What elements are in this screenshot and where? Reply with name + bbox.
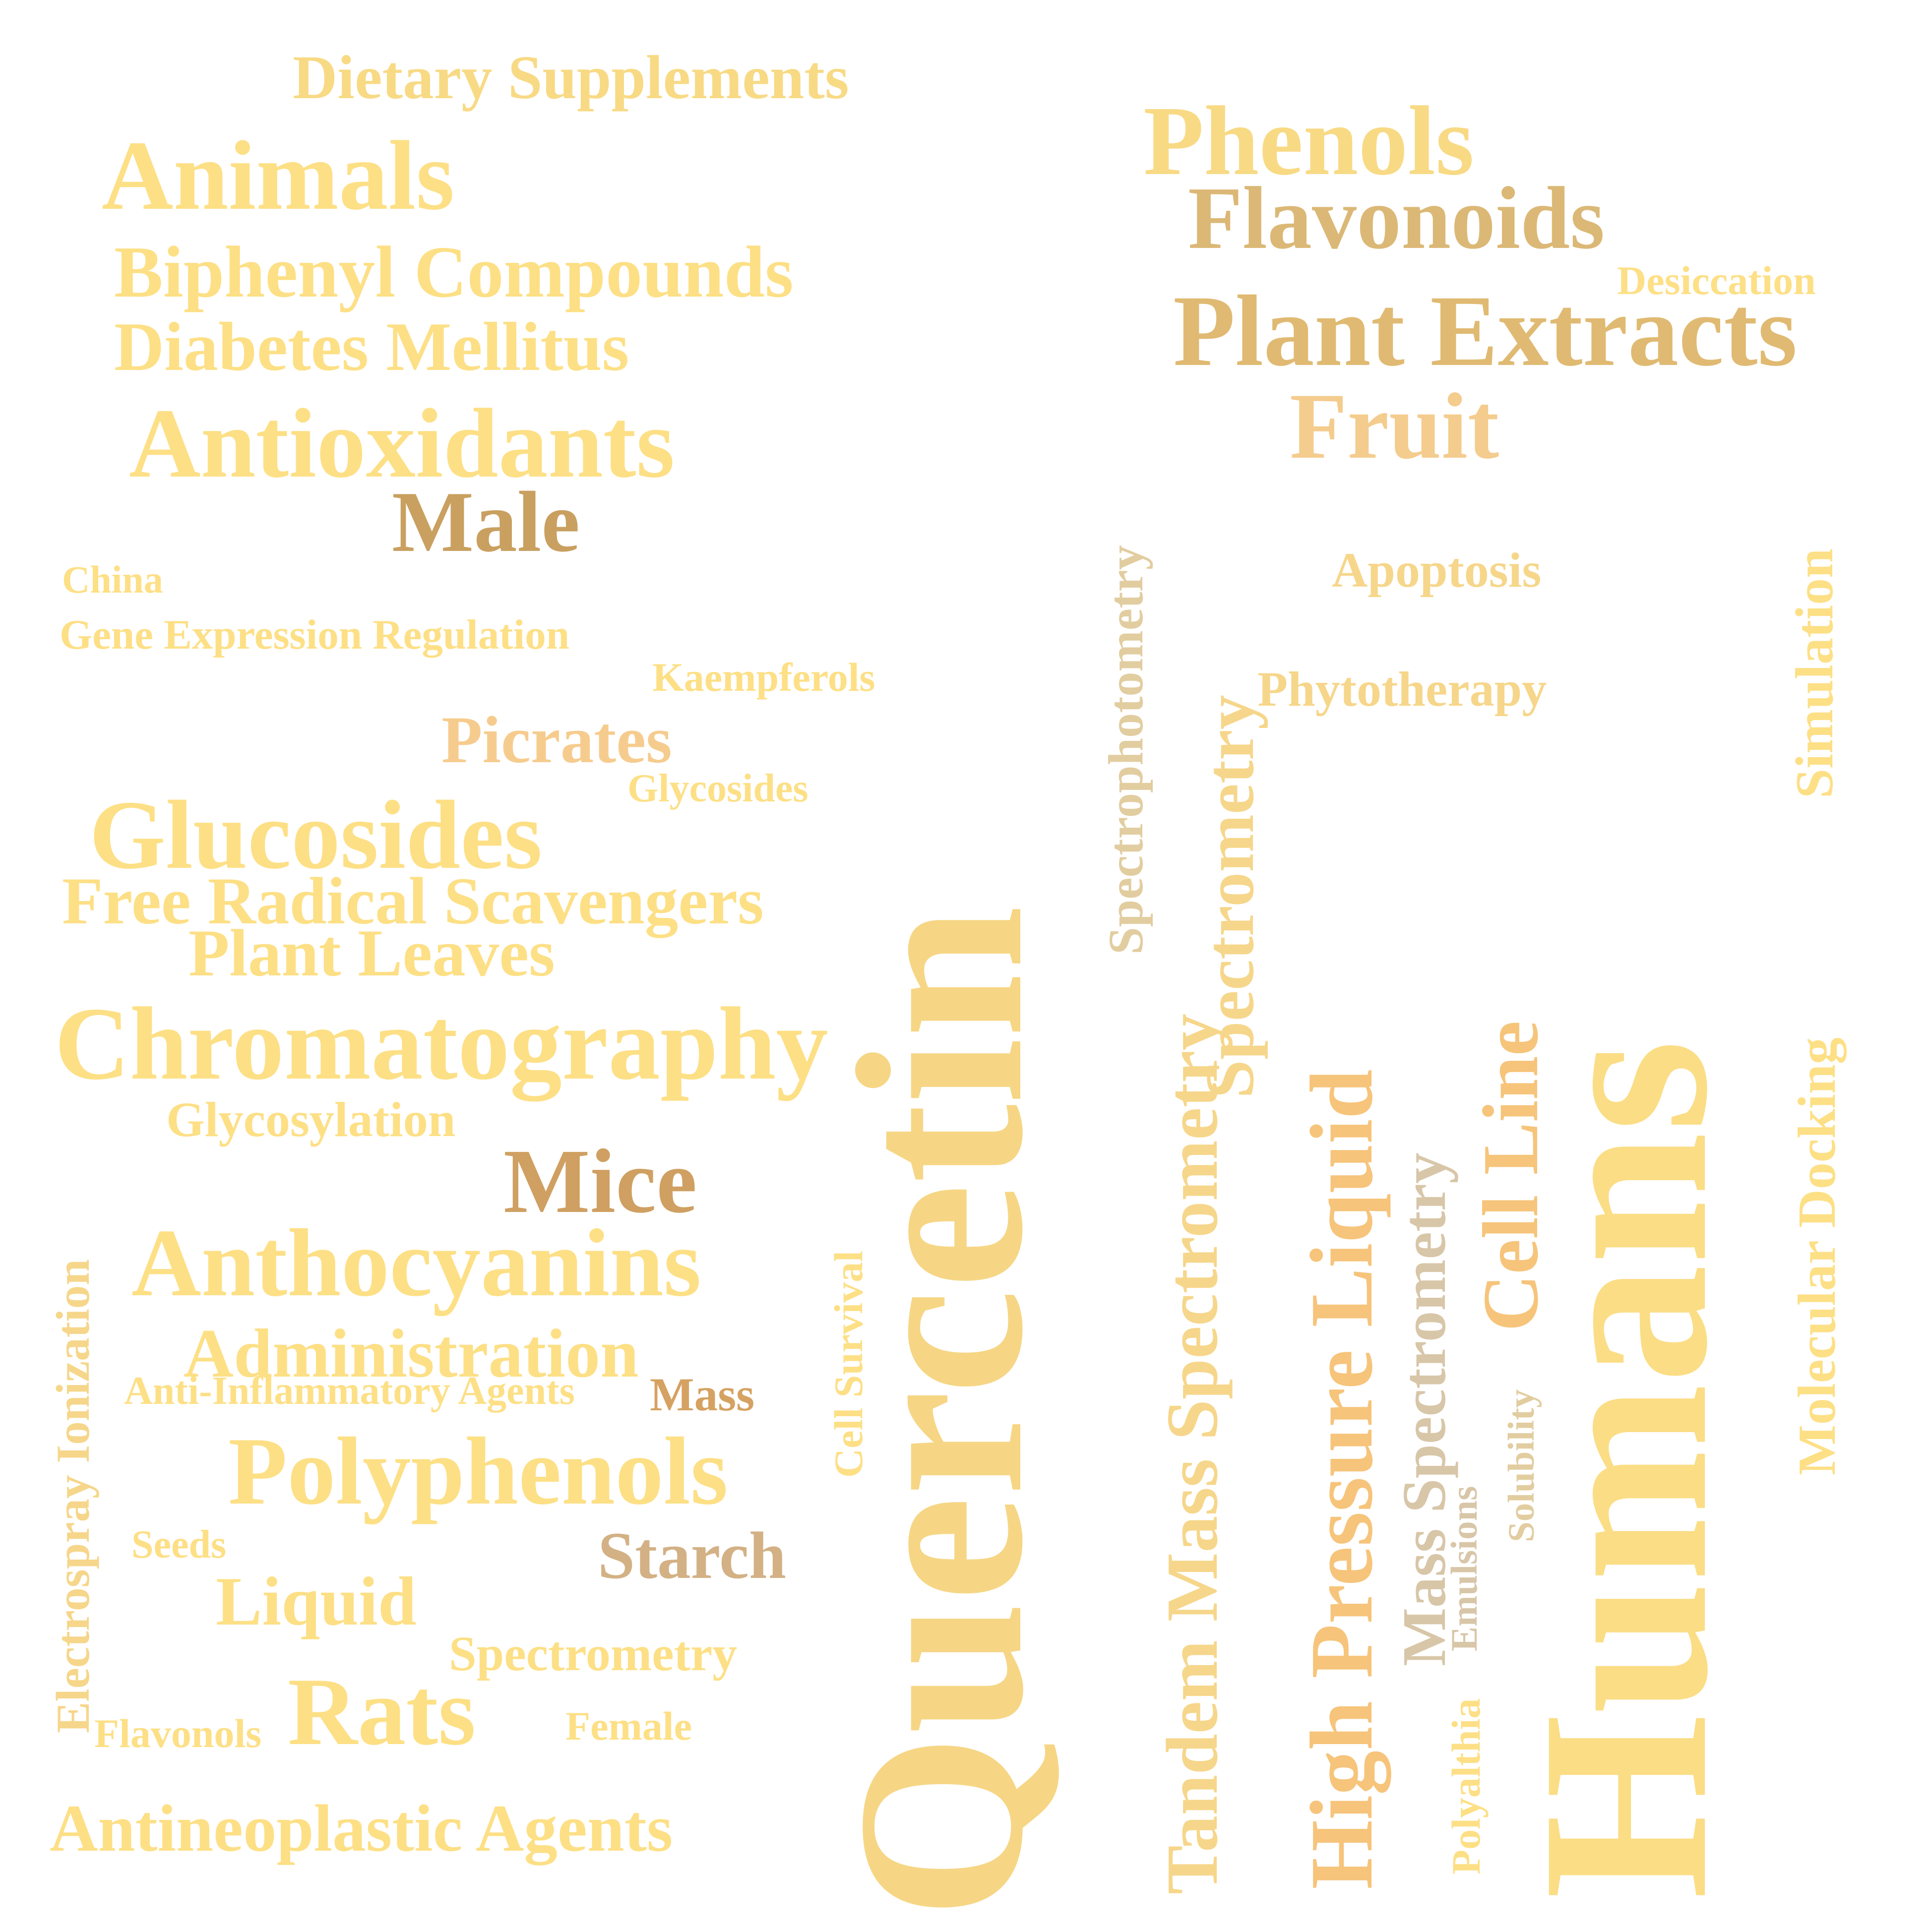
word-glucosides: Glucosides <box>89 781 543 889</box>
word-emulsions: Emulsions <box>1444 1486 1485 1651</box>
word-starch: Starch <box>598 1519 787 1593</box>
word-polyalthia: Polyalthia <box>1443 1698 1489 1874</box>
word-spectrometry: Spectrometry <box>449 1626 738 1681</box>
word-desiccation: Desiccation <box>1617 258 1816 303</box>
word-rats: Rats <box>288 1658 476 1765</box>
word-china: China <box>62 558 163 601</box>
word-animals: Animals <box>102 121 455 231</box>
word-antioxidants: Antioxidants <box>129 389 675 498</box>
word-polyphenols: Polyphenols <box>228 1418 728 1525</box>
word-simulation: Simulation <box>1785 548 1844 798</box>
word-plant-leaves: Plant Leaves <box>188 916 555 990</box>
word-antineoplastic-agents: Antineoplastic Agents <box>50 1792 673 1866</box>
word-molecular-docking: Molecular Docking <box>1788 1037 1847 1475</box>
word-glycosides: Glycosides <box>627 767 809 810</box>
word-quercetin: Quercetin <box>808 906 1072 1919</box>
word-flavonoids: Flavonoids <box>1188 169 1605 267</box>
word-biphenyl-compounds: Biphenyl Compounds <box>114 232 794 313</box>
word-dietary-supplements: Dietary Supplements <box>293 44 849 112</box>
word-fruit: Fruit <box>1290 374 1499 479</box>
word-liquid: Liquid <box>216 1563 417 1640</box>
word-phenols: Phenols <box>1143 86 1474 196</box>
word-humans: Humans <box>1493 1039 1756 1899</box>
word-diabetes-mellitus: Diabetes Mellitus <box>114 308 629 385</box>
word-free-radical-scavengers: Free Radical Scavengers <box>62 864 764 938</box>
word-chromatography: Chromatography <box>55 986 828 1101</box>
word-mice: Mice <box>503 1131 697 1232</box>
word-picrates: Picrates <box>441 703 672 777</box>
word-glycosylation: Glycosylation <box>166 1092 456 1147</box>
word-tandem-mass-spectrometry: Tandem Mass Spectrometry <box>1152 1014 1233 1894</box>
word-administration: Administration <box>184 1315 639 1392</box>
word-male: Male <box>392 474 580 570</box>
word-spectrophotometry: Spectrophotometry <box>1098 545 1153 955</box>
word-anti-inflammatory-agents: Anti-Inflammatory Agents <box>124 1369 575 1413</box>
word-flavonols: Flavonols <box>94 1711 262 1756</box>
word-apoptosis: Apoptosis <box>1332 543 1542 598</box>
word-mass-small: Mass <box>650 1368 755 1421</box>
word-electrospray-ionization: Electrospray Ionization <box>47 1259 99 1733</box>
word-female: Female <box>565 1703 692 1749</box>
word-phytotherapy: Phytotherapy <box>1257 662 1547 717</box>
word-plant-extracts: Plant Extracts <box>1173 275 1798 387</box>
word-kaempferols: Kaempferols <box>652 655 875 700</box>
word-gene-expression-regulation: Gene Expression Regulation <box>60 611 569 658</box>
word-anthocyanins: Anthocyanins <box>131 1209 701 1317</box>
word-high-pressure-liquid: High Pressure Liquid <box>1292 1069 1391 1889</box>
word-seeds: Seeds <box>131 1523 227 1567</box>
